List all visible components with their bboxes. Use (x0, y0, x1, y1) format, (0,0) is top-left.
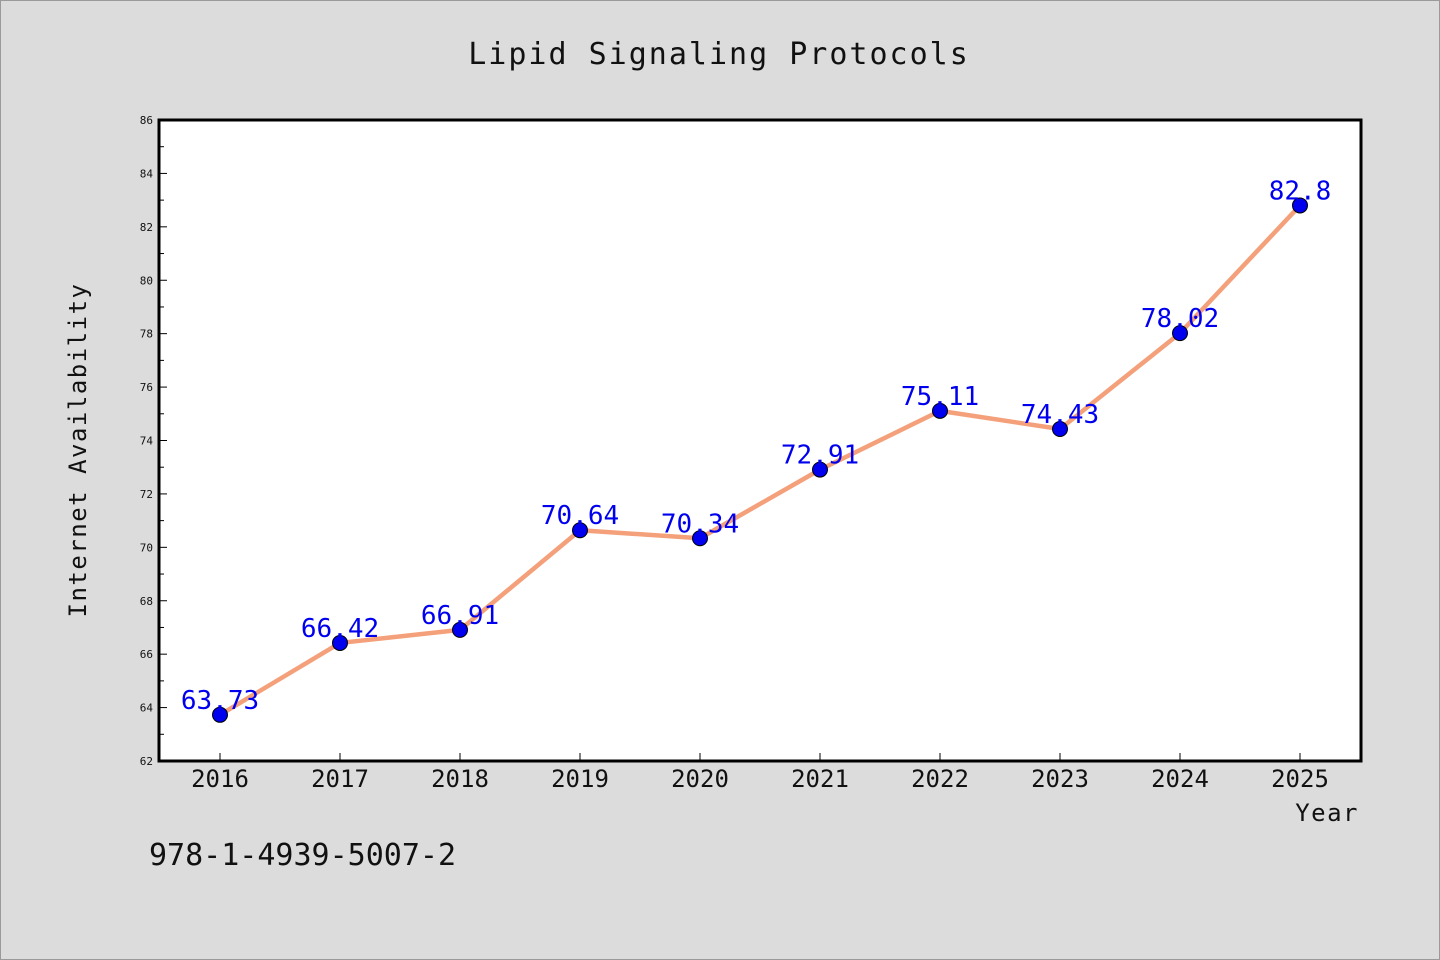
footnote-isbn: 978-1-4939-5007-2 (149, 838, 456, 873)
data-point (452, 621, 468, 638)
y-tick-label: 74 (140, 435, 154, 448)
data-point (692, 530, 708, 547)
y-tick-label: 70 (140, 541, 153, 554)
y-tick-label: 62 (140, 755, 153, 768)
data-label: 66.42 (301, 614, 379, 644)
series-line (217, 203, 1303, 718)
data-label: 74.43 (1021, 400, 1099, 430)
y-tick-label: 78 (140, 328, 153, 341)
x-tick-label: 2023 (1031, 765, 1089, 793)
plot-area (157, 118, 1363, 763)
data-label: 66.91 (421, 601, 499, 631)
chart-title: Lipid Signaling Protocols (468, 37, 970, 72)
data-point (332, 634, 348, 651)
data-point (212, 706, 228, 723)
data-label: 82.8 (1269, 176, 1332, 206)
y-axis: 62 64 66 68 70 72 74 76 78 80 82 84 86 (140, 114, 167, 768)
data-point (932, 402, 948, 419)
x-tick-label: 2022 (911, 765, 969, 793)
data-label: 63.73 (181, 686, 259, 716)
x-tick-label: 2018 (431, 765, 489, 793)
data-point (1172, 325, 1188, 342)
y-tick-label: 72 (140, 488, 153, 501)
data-label: 75.11 (901, 382, 979, 412)
data-label: 70.64 (541, 501, 619, 531)
x-tick-label: 2021 (791, 765, 849, 793)
data-point (1052, 421, 1068, 438)
x-tick-label: 2024 (1151, 765, 1209, 793)
x-axis-title: Year (1295, 799, 1359, 827)
data-point (1292, 197, 1308, 214)
data-labels: 63.73 66.42 66.91 70.64 70.34 72.91 75.11 74.43… (181, 176, 1331, 715)
y-tick-label: 84 (140, 167, 154, 180)
data-label: 78.02 (1141, 304, 1219, 334)
x-tick-label: 2019 (551, 765, 609, 793)
y-tick-label: 76 (140, 381, 153, 394)
y-axis-title: Internet Availability (64, 283, 92, 618)
data-point (812, 461, 828, 478)
series-line-group (212, 197, 1308, 723)
x-tick-label: 2020 (671, 765, 729, 793)
y-tick-label: 66 (140, 648, 153, 661)
y-tick-label: 80 (140, 274, 153, 287)
x-axis: 2016 2017 2018 2019 2020 2021 2022 2023 2024 2025 (191, 753, 1329, 793)
x-tick-label: 2025 (1271, 765, 1329, 793)
y-tick-label: 64 (140, 702, 154, 715)
y-tick-label: 68 (140, 595, 153, 608)
data-label: 70.34 (661, 509, 739, 539)
y-tick-label: 86 (140, 114, 153, 127)
x-tick-label: 2017 (311, 765, 369, 793)
y-tick-label: 82 (140, 221, 153, 234)
data-label: 72.91 (781, 441, 859, 471)
x-tick-label: 2016 (191, 765, 249, 793)
data-point (572, 522, 588, 539)
